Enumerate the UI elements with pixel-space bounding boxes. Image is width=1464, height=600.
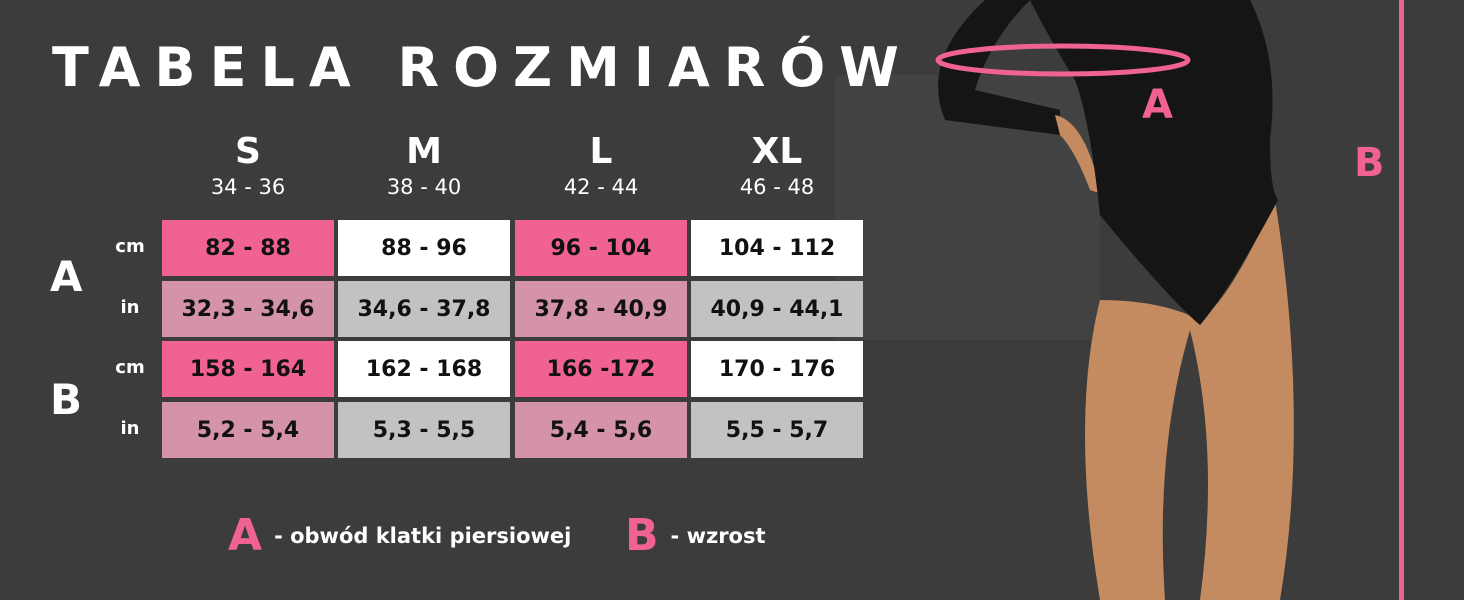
size-label: L xyxy=(589,131,613,172)
size-label: XL xyxy=(751,131,803,172)
model-arm xyxy=(938,0,1060,135)
size-header-s: S 34 - 36 xyxy=(162,130,334,200)
size-header-l: L 42 - 44 xyxy=(515,130,687,200)
group-label-a: A xyxy=(50,252,83,301)
legend-text: - wzrost xyxy=(670,523,766,548)
unit-label: cm xyxy=(115,357,145,378)
table-cell: 5,5 - 5,7 xyxy=(691,402,863,458)
legend-item-b: B - wzrost xyxy=(625,510,766,561)
model-figure xyxy=(935,0,1294,600)
table-cell: 162 - 168 xyxy=(338,341,510,397)
table-cell: 82 - 88 xyxy=(162,220,334,276)
table-cell: 5,2 - 5,4 xyxy=(162,402,334,458)
legend-item-a: A - obwód klatki piersiowej xyxy=(228,510,571,561)
height-mark-b: B xyxy=(1354,140,1385,186)
table-cell: 104 - 112 xyxy=(691,220,863,276)
table-cell: 34,6 - 37,8 xyxy=(338,281,510,337)
table-cell: 40,9 - 44,1 xyxy=(691,281,863,337)
table-cell: 166 -172 xyxy=(515,341,687,397)
legend-letter: A xyxy=(228,510,263,561)
legend-letter: B xyxy=(625,510,659,561)
table-cell: 158 - 164 xyxy=(162,341,334,397)
size-range: 34 - 36 xyxy=(210,175,286,199)
unit-label: in xyxy=(120,418,140,439)
table-cell: 5,3 - 5,5 xyxy=(338,402,510,458)
unit-label: cm xyxy=(115,236,145,257)
table-cell: 96 - 104 xyxy=(515,220,687,276)
unit-label: in xyxy=(120,297,140,318)
size-range: 46 - 48 xyxy=(739,175,815,199)
size-range: 38 - 40 xyxy=(386,175,462,199)
size-header-xl: XL 46 - 48 xyxy=(691,130,863,200)
page-title: TABELA ROZMIARÓW xyxy=(52,36,913,99)
table-cell: 170 - 176 xyxy=(691,341,863,397)
height-line xyxy=(1399,0,1404,600)
table-cell: 5,4 - 5,6 xyxy=(515,402,687,458)
size-header-m: M 38 - 40 xyxy=(338,130,510,200)
group-label-b: B xyxy=(50,375,83,424)
size-label: S xyxy=(235,131,261,172)
chest-mark-a: A xyxy=(1142,82,1173,128)
size-range: 42 - 44 xyxy=(563,175,639,199)
model-legs xyxy=(1085,200,1294,600)
table-cell: 37,8 - 40,9 xyxy=(515,281,687,337)
model-hand xyxy=(1055,115,1105,195)
table-cell: 88 - 96 xyxy=(338,220,510,276)
legend-text: - obwód klatki piersiowej xyxy=(274,523,572,548)
table-cell: 32,3 - 34,6 xyxy=(162,281,334,337)
size-label: M xyxy=(406,131,442,172)
chest-measure-ring xyxy=(935,43,1191,77)
model-bodysuit xyxy=(1030,0,1278,325)
